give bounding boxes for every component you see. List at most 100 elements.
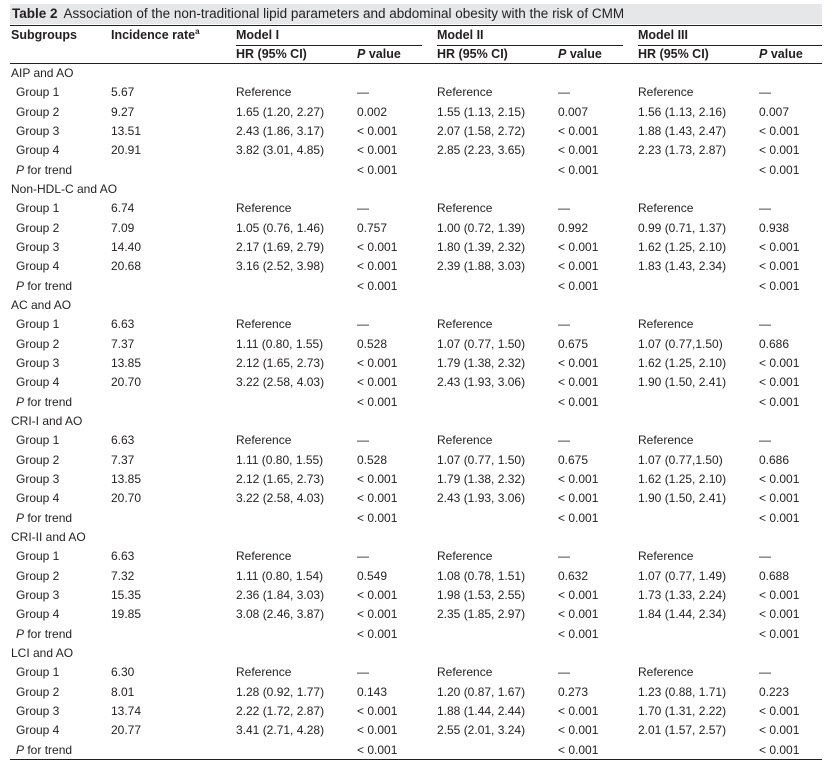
hr-value: 3.22 (2.58, 4.03) (236, 491, 325, 506)
hr-value: Reference (638, 549, 694, 564)
header-p-2-letter: P (558, 47, 567, 61)
group-label: Group 1 (16, 85, 60, 100)
hr-value: Reference (638, 665, 694, 680)
p-value: < 0.001 (357, 123, 398, 138)
hr-value: 2.43 (1.93, 3.06) (437, 375, 526, 390)
header-p-1: P value (357, 47, 401, 61)
table-caption-text: Association of the non-traditional lipid… (63, 6, 625, 21)
p-trend-value: < 0.001 (558, 162, 599, 177)
p-value: < 0.001 (759, 123, 800, 138)
p-value: < 0.001 (558, 587, 599, 602)
incidence-rate: 6.74 (111, 201, 135, 216)
group-label: Group 1 (16, 549, 60, 564)
hr-value: 1.70 (1.31, 2.22) (638, 703, 727, 718)
hr-value: Reference (638, 433, 694, 448)
hr-value: Reference (236, 85, 292, 100)
hr-value: Reference (437, 85, 493, 100)
hr-value: 0.99 (0.71, 1.37) (638, 220, 727, 235)
hr-value: Reference (236, 433, 292, 448)
hr-value: 1.79 (1.38, 2.32) (437, 471, 526, 486)
p-value: 0.528 (357, 336, 388, 351)
p-value: < 0.001 (558, 491, 599, 506)
incidence-rate: 7.37 (111, 452, 135, 467)
p-value: 0.002 (357, 104, 388, 119)
group-label: Group 2 (16, 104, 60, 119)
hr-value: 3.22 (2.58, 4.03) (236, 375, 325, 390)
hr-value: 1.11 (0.80, 1.55) (236, 336, 324, 351)
hr-value: 3.41 (2.71, 4.28) (236, 723, 325, 738)
p-value: — (357, 549, 369, 564)
hr-value: Reference (638, 201, 694, 216)
hr-value: Reference (437, 665, 493, 680)
p-value: < 0.001 (558, 471, 599, 486)
incidence-rate: 20.77 (111, 723, 142, 738)
hr-value: Reference (437, 549, 493, 564)
p-value: — (357, 85, 369, 100)
p-value: < 0.001 (558, 239, 599, 254)
hr-value: 1.11 (0.80, 1.54) (236, 568, 324, 583)
p-value: < 0.001 (759, 587, 800, 602)
model-1-rule (236, 45, 422, 46)
hr-value: 1.00 (0.72, 1.39) (437, 220, 526, 235)
hr-value: 1.73 (1.33, 2.24) (638, 587, 727, 602)
p-value: < 0.001 (357, 607, 398, 622)
group-label: Group 4 (16, 375, 60, 390)
p-value: < 0.001 (558, 123, 599, 138)
model-2-rule (437, 45, 623, 46)
header-hr-1: HR (95% CI) (236, 47, 307, 61)
incidence-rate: 6.63 (111, 433, 135, 448)
hr-value: Reference (437, 317, 493, 332)
incidence-rate: 7.09 (111, 220, 135, 235)
p-value: < 0.001 (357, 239, 398, 254)
p-value: 0.528 (357, 452, 388, 467)
group-label: Group 2 (16, 336, 60, 351)
p-trend-label: P for trend (16, 511, 72, 525)
incidence-rate: 6.63 (111, 549, 135, 564)
section-title: LCI and AO (11, 645, 74, 660)
hr-value: 1.23 (0.88, 1.71) (638, 684, 727, 699)
header-incidence-footnote: a (195, 26, 200, 36)
p-trend-label: P for trend (16, 395, 72, 409)
p-value: — (558, 317, 570, 332)
section-title: AC and AO (11, 297, 72, 312)
p-trend-value: < 0.001 (558, 278, 599, 293)
p-trend-value: < 0.001 (357, 278, 398, 293)
group-label: Group 1 (16, 317, 60, 332)
incidence-rate: 7.32 (111, 568, 135, 583)
incidence-rate: 7.37 (111, 336, 135, 351)
p-trend-label: P for trend (16, 743, 72, 757)
p-trend-value: < 0.001 (558, 742, 599, 757)
group-label: Group 3 (16, 123, 60, 138)
hr-value: 2.85 (2.23, 3.65) (437, 143, 526, 158)
p-value: < 0.001 (759, 375, 800, 390)
p-value: < 0.001 (759, 607, 800, 622)
hr-value: 2.22 (1.72, 2.87) (236, 703, 325, 718)
p-trend-value: < 0.001 (558, 510, 599, 525)
p-value: — (558, 665, 570, 680)
p-value: < 0.001 (357, 587, 398, 602)
hr-value: Reference (638, 317, 694, 332)
incidence-rate: 5.67 (111, 85, 135, 100)
group-label: Group 3 (16, 355, 60, 370)
hr-value: 2.43 (1.86, 3.17) (236, 123, 325, 138)
p-value: — (759, 317, 771, 332)
incidence-rate: 20.91 (111, 143, 142, 158)
p-value: 0.938 (759, 220, 790, 235)
model-3-rule (638, 45, 822, 46)
hr-value: 1.62 (1.25, 2.10) (638, 471, 727, 486)
p-trend-letter: P (16, 278, 25, 293)
p-value: < 0.001 (357, 471, 398, 486)
p-value: < 0.001 (759, 355, 800, 370)
incidence-rate: 13.85 (111, 355, 142, 370)
incidence-rate: 9.27 (111, 104, 135, 119)
hr-value: 1.07 (0.77,1.50) (638, 336, 723, 351)
p-value: < 0.001 (558, 703, 599, 718)
p-value: < 0.001 (759, 723, 800, 738)
header-top-rule (10, 25, 822, 26)
table-bottom-rule (10, 759, 822, 760)
p-value: — (357, 317, 369, 332)
p-value: 0.757 (357, 220, 388, 235)
p-value: 0.273 (558, 684, 589, 699)
p-value: — (759, 201, 771, 216)
p-value: < 0.001 (558, 723, 599, 738)
